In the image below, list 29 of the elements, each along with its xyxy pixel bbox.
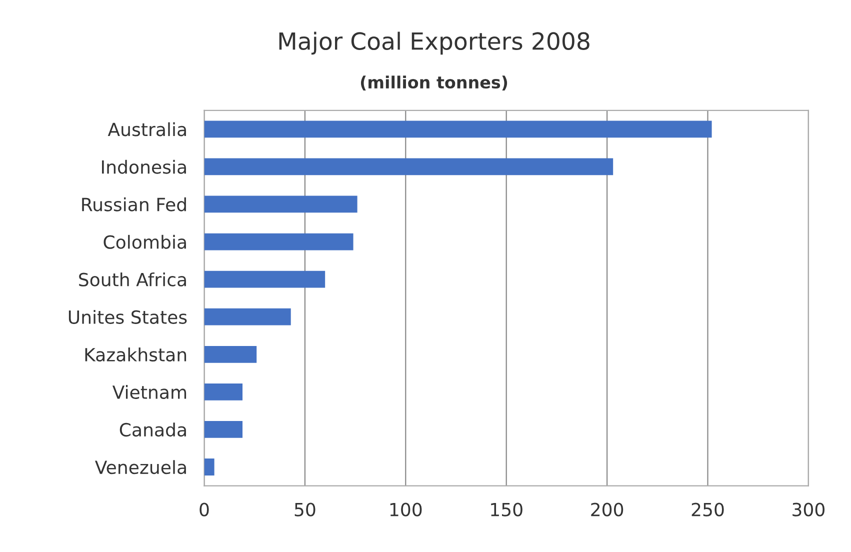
bar bbox=[204, 308, 291, 326]
y-tick-label: South Africa bbox=[79, 272, 186, 286]
bar bbox=[204, 233, 354, 250]
x-tick-label: 0 bbox=[200, 502, 209, 516]
bar bbox=[204, 421, 243, 438]
bar bbox=[204, 196, 358, 213]
bar bbox=[204, 458, 214, 476]
x-tick-label: 300 bbox=[792, 502, 824, 516]
bar bbox=[204, 346, 257, 363]
chart-title: Major Coal Exporters 2008 bbox=[279, 32, 590, 55]
bar bbox=[204, 270, 326, 288]
y-tick-label: Australia bbox=[108, 122, 186, 136]
y-tick-label: Unites States bbox=[68, 310, 187, 324]
bar bbox=[204, 158, 614, 176]
bar bbox=[204, 383, 243, 400]
x-tick-label: 200 bbox=[591, 502, 624, 516]
x-tick-label: 150 bbox=[491, 502, 522, 516]
y-tick-label: Kazakhstan bbox=[85, 348, 186, 362]
y-tick-label: Russian Fed bbox=[82, 197, 186, 212]
y-tick-label: Canada bbox=[120, 422, 186, 437]
bar bbox=[204, 120, 712, 138]
y-tick-label: Venezuela bbox=[94, 460, 186, 474]
x-tick-label: 100 bbox=[390, 502, 422, 516]
chart-subtitle: (million tonnes) bbox=[360, 76, 508, 91]
x-tick-label: 250 bbox=[692, 502, 724, 516]
y-tick-label: Colombia bbox=[104, 234, 186, 249]
y-tick-label: Indonesia bbox=[102, 160, 186, 174]
y-tick-label: Vietnam bbox=[112, 385, 186, 400]
x-tick-label: 50 bbox=[294, 502, 316, 516]
